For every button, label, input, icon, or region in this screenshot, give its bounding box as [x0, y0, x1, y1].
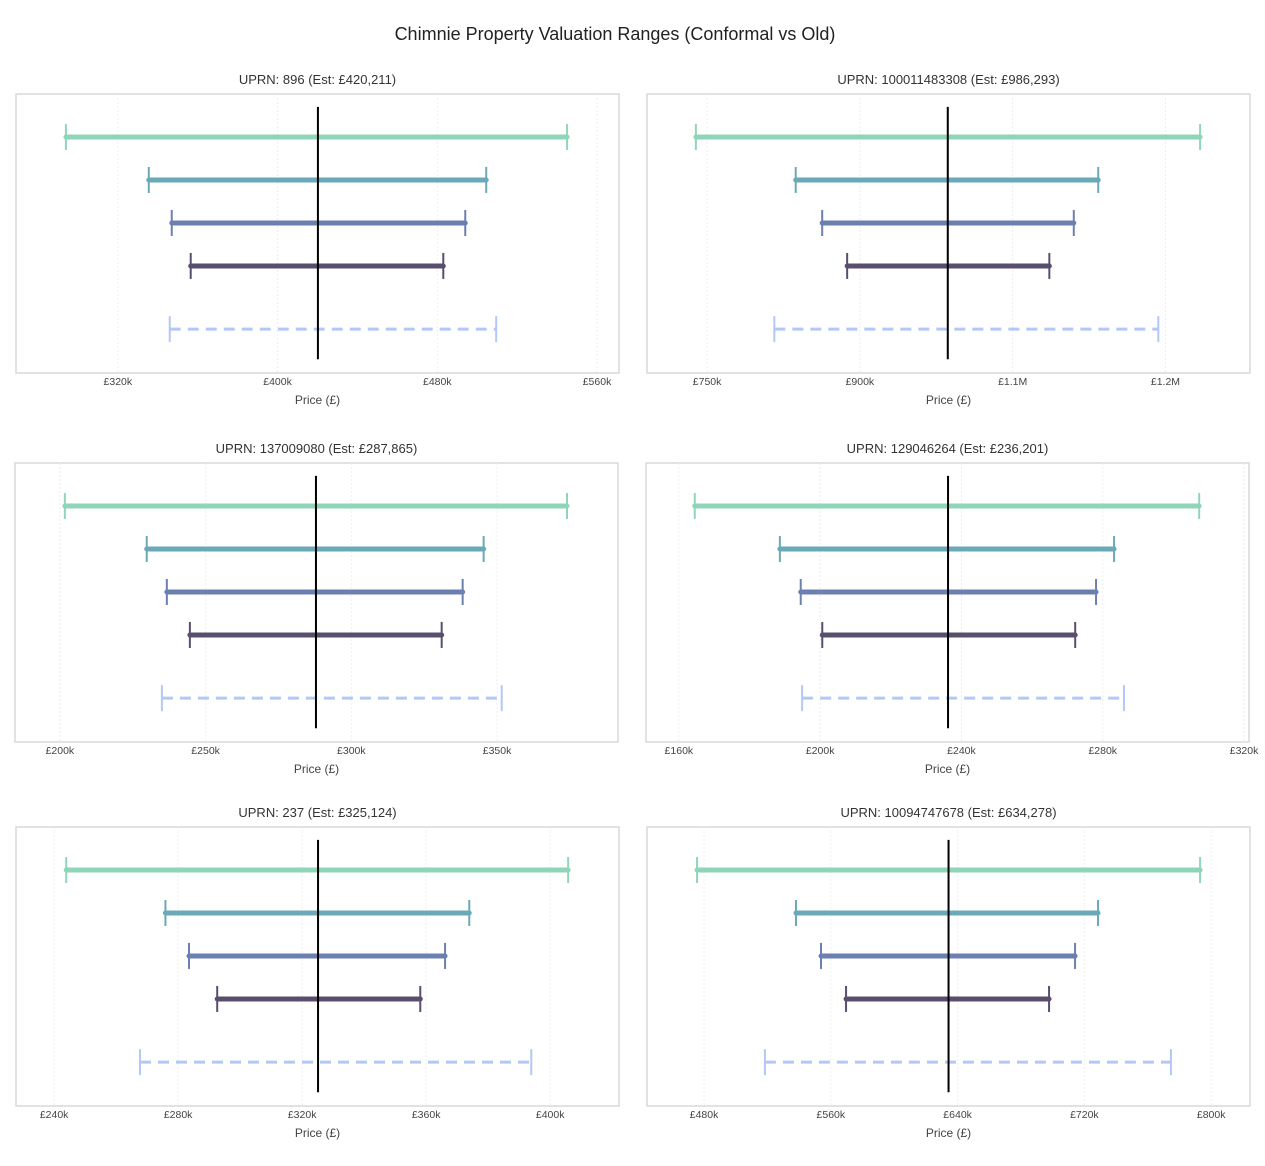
x-tick-label: £320k [104, 376, 133, 388]
x-tick-label: £1.2M [1151, 376, 1180, 388]
subplot-6: UPRN: 10094747678 (Est: £634,278) £480k £5… [646, 805, 1251, 1140]
x-tick-label: £720k [1070, 1109, 1099, 1121]
subplot-2: UPRN: 100011483308 (Est: £986,293) £750k £… [646, 72, 1251, 407]
figure-title: Chimnie Property Valuation Ranges (Confo… [395, 24, 836, 44]
x-tick-label: £200k [806, 745, 835, 757]
x-axis-label: Price (£) [925, 762, 970, 776]
subplot-5: UPRN: 237 (Est: £325,124) £240k £280k £320k… [15, 805, 620, 1140]
x-axis-label: Price (£) [926, 393, 971, 407]
x-tick-label: £350k [483, 745, 512, 757]
x-tick-label: £480k [690, 1109, 719, 1121]
subplot-title: UPRN: 129046264 (Est: £236,201) [847, 441, 1049, 456]
x-axis-label: Price (£) [295, 393, 340, 407]
x-tick-label: £560k [817, 1109, 846, 1121]
x-tick-label: £360k [412, 1109, 441, 1121]
x-tick-label: £480k [423, 376, 452, 388]
x-tick-label: £320k [1230, 745, 1259, 757]
x-tick-label: £240k [40, 1109, 69, 1121]
x-tick-label: £640k [943, 1109, 972, 1121]
x-tick-label: £560k [583, 376, 612, 388]
x-axis-label: Price (£) [294, 762, 339, 776]
x-tick-label: £280k [164, 1109, 193, 1121]
subplot-title: UPRN: 10094747678 (Est: £634,278) [840, 805, 1056, 820]
x-tick-label: £280k [1088, 745, 1117, 757]
x-tick-label: £200k [46, 745, 75, 757]
subplot-1: UPRN: 896 (Est: £420,211) £320k £400k £480k… [15, 72, 620, 407]
x-tick-label: £400k [536, 1109, 565, 1121]
subplot-title: UPRN: 100011483308 (Est: £986,293) [837, 72, 1059, 87]
x-tick-label: £400k [263, 376, 292, 388]
x-axis-label: Price (£) [926, 1126, 971, 1140]
x-tick-label: £250k [191, 745, 220, 757]
x-tick-label: £240k [947, 745, 976, 757]
subplot-3: UPRN: 137009080 (Est: £287,865) £200k £250… [14, 441, 619, 776]
x-axis-label: Price (£) [295, 1126, 340, 1140]
subplot-title: UPRN: 137009080 (Est: £287,865) [216, 441, 418, 456]
x-tick-label: £750k [693, 376, 722, 388]
x-tick-label: £300k [337, 745, 366, 757]
x-tick-label: £800k [1197, 1109, 1226, 1121]
subplot-title: UPRN: 896 (Est: £420,211) [239, 72, 396, 87]
x-tick-label: £900k [846, 376, 875, 388]
subplot-4: UPRN: 129046264 (Est: £236,201) £160k £200… [645, 441, 1259, 776]
x-tick-label: £320k [288, 1109, 317, 1121]
x-tick-label: £160k [665, 745, 694, 757]
x-tick-label: £1.1M [998, 376, 1027, 388]
subplot-title: UPRN: 237 (Est: £325,124) [238, 805, 396, 820]
